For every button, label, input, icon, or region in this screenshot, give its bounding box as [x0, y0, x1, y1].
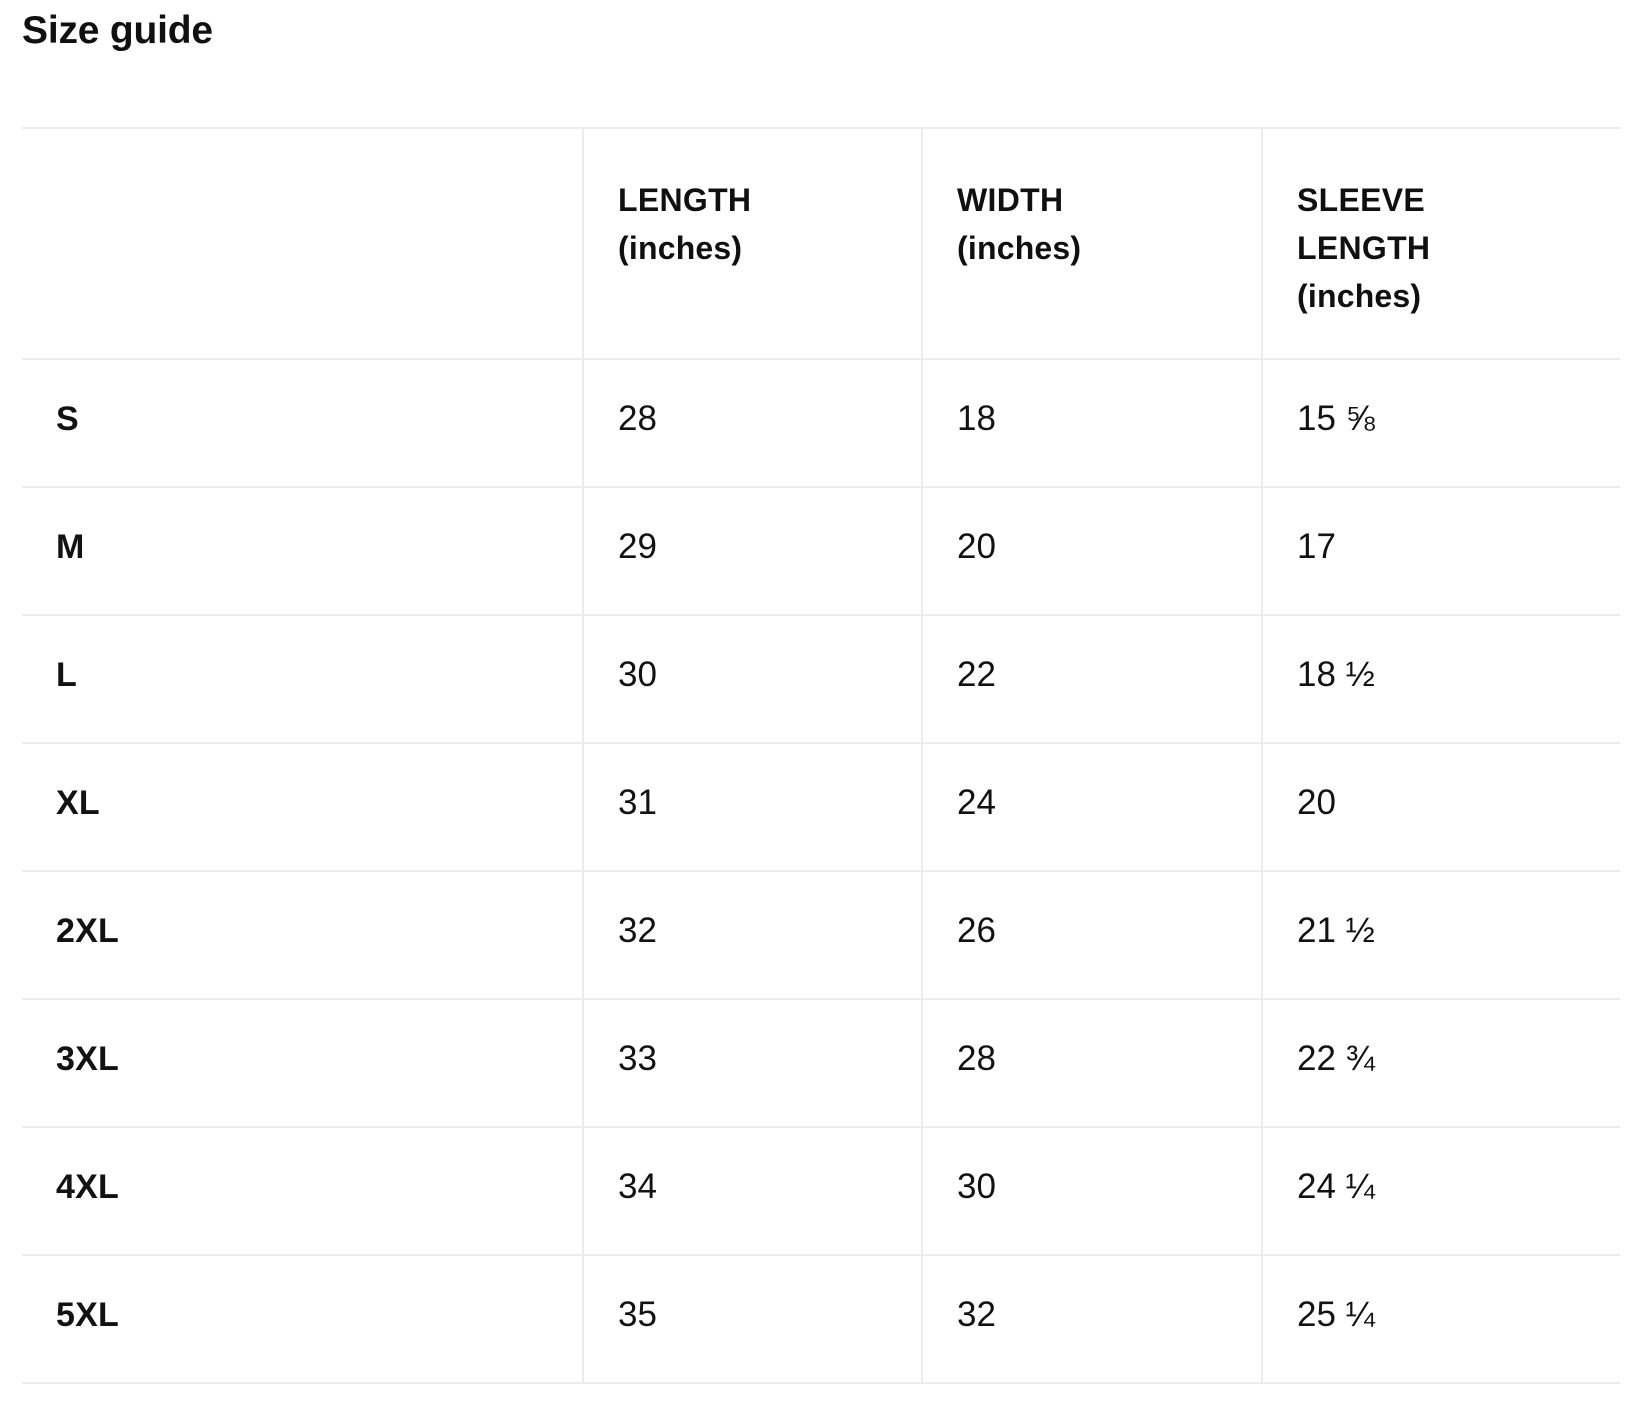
row-length-value: 35 — [582, 1255, 922, 1383]
cell-length: 31 — [618, 783, 657, 822]
row-size-label: L — [22, 615, 583, 744]
cell-length: 29 — [618, 527, 657, 566]
cell-size: 5XL — [56, 1296, 119, 1334]
row-length-value: 30 — [582, 615, 922, 744]
table-row: M 29 20 17 — [22, 487, 1620, 616]
table-row: 5XL 35 32 25 ¼ — [22, 1255, 1620, 1383]
row-size-label: M — [22, 487, 583, 616]
row-sleeve-value: 15 ⅝ — [1261, 359, 1620, 488]
row-sleeve-value: 21 ½ — [1261, 871, 1620, 1000]
row-length-value: 34 — [582, 1127, 922, 1256]
cell-width: 32 — [957, 1295, 996, 1334]
row-sleeve-value: 18 ½ — [1261, 615, 1620, 744]
cell-size: M — [56, 528, 85, 566]
cell-sleeve: 21 ½ — [1297, 911, 1375, 950]
column-header-size — [22, 128, 583, 360]
table-row: S 28 18 15 ⅝ — [22, 359, 1620, 488]
row-width-value: 18 — [921, 359, 1262, 488]
row-length-value: 28 — [582, 359, 922, 488]
row-length-value: 32 — [582, 871, 922, 1000]
cell-size: 2XL — [56, 912, 119, 950]
cell-width: 18 — [957, 399, 996, 438]
table-body: S 28 18 15 ⅝ M 29 20 17 L 30 22 18 ½ — [22, 359, 1620, 1383]
cell-size: S — [56, 400, 79, 438]
column-header-width: WIDTH (inches) — [921, 128, 1262, 360]
table-row: 3XL 33 28 22 ¾ — [22, 999, 1620, 1128]
page-title: Size guide — [22, 9, 213, 52]
cell-width: 28 — [957, 1039, 996, 1078]
row-length-value: 31 — [582, 743, 922, 872]
cell-size: 3XL — [56, 1040, 119, 1078]
table-head: LENGTH (inches) WIDTH (inches) SLEEVE — [22, 128, 1620, 360]
cell-sleeve: 22 ¾ — [1297, 1039, 1375, 1078]
table-row: L 30 22 18 ½ — [22, 615, 1620, 744]
cell-sleeve: 15 ⅝ — [1297, 399, 1375, 438]
column-header-sleeve-line3: (inches) — [1297, 278, 1422, 314]
cell-sleeve: 18 ½ — [1297, 655, 1375, 694]
cell-width: 26 — [957, 911, 996, 950]
table-header-row: LENGTH (inches) WIDTH (inches) SLEEVE — [22, 128, 1620, 360]
table-row: 4XL 34 30 24 ¼ — [22, 1127, 1620, 1256]
column-header-width-line1: WIDTH — [957, 182, 1064, 218]
table-row: 2XL 32 26 21 ½ — [22, 871, 1620, 1000]
row-length-value: 29 — [582, 487, 922, 616]
cell-sleeve: 25 ¼ — [1297, 1295, 1375, 1334]
row-size-label: S — [22, 359, 583, 488]
column-header-sleeve-line1: SLEEVE — [1297, 182, 1426, 218]
cell-sleeve: 20 — [1297, 783, 1336, 822]
row-sleeve-value: 22 ¾ — [1261, 999, 1620, 1128]
row-size-label: 5XL — [22, 1255, 583, 1383]
row-width-value: 30 — [921, 1127, 1262, 1256]
cell-width: 22 — [957, 655, 996, 694]
cell-length: 35 — [618, 1295, 657, 1334]
row-size-label: 2XL — [22, 871, 583, 1000]
column-header-sleeve-length: SLEEVE LENGTH (inches) — [1261, 128, 1620, 360]
row-width-value: 32 — [921, 1255, 1262, 1383]
cell-sleeve: 17 — [1297, 527, 1336, 566]
row-width-value: 20 — [921, 487, 1262, 616]
row-sleeve-value: 24 ¼ — [1261, 1127, 1620, 1256]
row-size-label: 3XL — [22, 999, 583, 1128]
cell-size: L — [56, 656, 77, 694]
row-width-value: 28 — [921, 999, 1262, 1128]
row-width-value: 24 — [921, 743, 1262, 872]
cell-width: 30 — [957, 1167, 996, 1206]
size-guide-table-wrapper: LENGTH (inches) WIDTH (inches) SLEEVE — [22, 127, 1620, 1384]
row-sleeve-value: 17 — [1261, 487, 1620, 616]
cell-width: 20 — [957, 527, 996, 566]
cell-length: 28 — [618, 399, 657, 438]
table-row: XL 31 24 20 — [22, 743, 1620, 872]
row-sleeve-value: 25 ¼ — [1261, 1255, 1620, 1383]
column-header-width-line2: (inches) — [957, 230, 1082, 266]
cell-size: 4XL — [56, 1168, 119, 1206]
cell-size: XL — [56, 784, 100, 822]
row-size-label: 4XL — [22, 1127, 583, 1256]
row-width-value: 26 — [921, 871, 1262, 1000]
cell-length: 30 — [618, 655, 657, 694]
column-header-length: LENGTH (inches) — [582, 128, 922, 360]
cell-width: 24 — [957, 783, 996, 822]
cell-sleeve: 24 ¼ — [1297, 1167, 1375, 1206]
column-header-length-line1: LENGTH — [618, 182, 752, 218]
column-header-length-line2: (inches) — [618, 230, 743, 266]
row-width-value: 22 — [921, 615, 1262, 744]
row-size-label: XL — [22, 743, 583, 872]
cell-length: 32 — [618, 911, 657, 950]
column-header-sleeve-line2: LENGTH — [1297, 230, 1431, 266]
row-sleeve-value: 20 — [1261, 743, 1620, 872]
size-guide-table: LENGTH (inches) WIDTH (inches) SLEEVE — [22, 127, 1620, 1384]
cell-length: 34 — [618, 1167, 657, 1206]
row-length-value: 33 — [582, 999, 922, 1128]
cell-length: 33 — [618, 1039, 657, 1078]
